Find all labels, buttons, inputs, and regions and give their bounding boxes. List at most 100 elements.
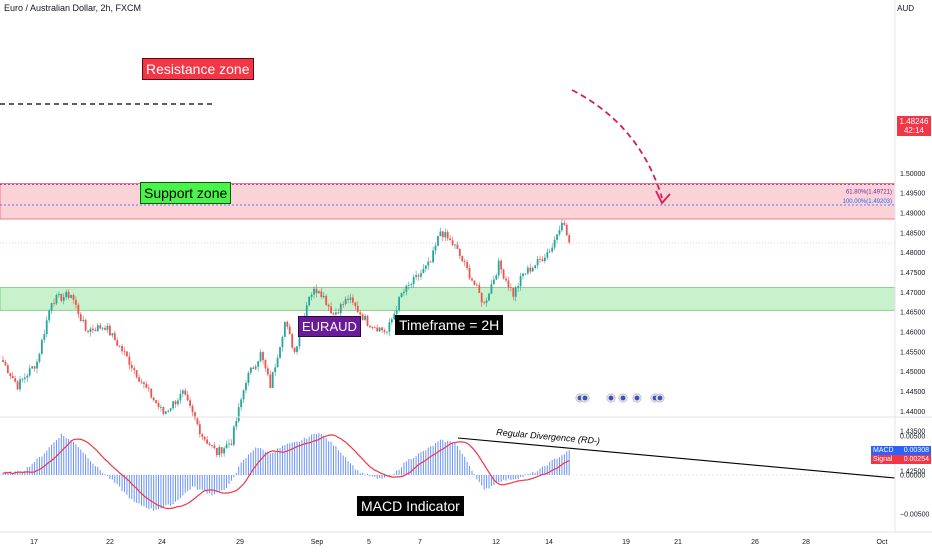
macd-histogram-bar <box>340 452 342 475</box>
time-tick-label: 19 <box>622 539 630 546</box>
price-candle <box>395 305 398 317</box>
price-candle <box>293 347 296 355</box>
price-candle <box>315 284 318 298</box>
macd-histogram-bar <box>194 475 196 487</box>
price-candle <box>72 293 75 305</box>
price-candle <box>327 303 330 311</box>
price-candle <box>568 232 571 245</box>
macd-histogram-bar <box>318 433 320 475</box>
event-icon <box>618 393 628 403</box>
macd-histogram-bar <box>119 475 121 487</box>
price-candle <box>526 264 529 276</box>
price-candle <box>92 324 94 333</box>
macd-histogram-bar <box>461 453 463 475</box>
macd-histogram-bar <box>520 475 522 477</box>
macd-histogram-bar <box>184 475 186 493</box>
macd-histogram-bar <box>148 475 150 510</box>
macd-histogram-bar <box>549 461 551 475</box>
macd-histogram-bar <box>279 447 281 475</box>
price-candle <box>417 273 420 281</box>
price-candle <box>412 274 415 288</box>
price-candle <box>87 330 89 334</box>
price-candle <box>177 398 179 407</box>
price-candle <box>150 388 153 399</box>
macd-histogram-bar <box>335 446 337 475</box>
price-candle <box>466 259 469 271</box>
macd-histogram-bar <box>116 475 118 485</box>
macd-histogram-bar <box>75 444 77 475</box>
macd-histogram-bar <box>311 434 313 475</box>
macd-histogram-bar <box>512 475 514 480</box>
price-tick-label: 1.46500 <box>900 310 925 317</box>
time-tick-label: 17 <box>30 539 38 546</box>
macd-histogram-bar <box>128 475 130 499</box>
macd-histogram-bar <box>498 475 500 483</box>
support-zone-label: Support zone <box>140 182 232 204</box>
macd-histogram-bar <box>4 471 6 475</box>
event-icon <box>606 393 616 403</box>
price-candle <box>458 247 461 259</box>
macd-histogram-bar <box>216 475 218 493</box>
price-candle <box>147 384 150 392</box>
price-candle <box>274 363 277 377</box>
price-candle <box>271 371 274 389</box>
macd-histogram-bar <box>245 458 247 475</box>
macd-histogram-bar <box>328 441 330 475</box>
macd-histogram-bar <box>228 475 230 484</box>
price-candle <box>296 346 298 355</box>
price-candle <box>191 403 194 417</box>
price-candle <box>181 388 184 398</box>
price-candle <box>483 300 486 305</box>
price-candle <box>565 222 568 237</box>
time-tick-label: 22 <box>106 539 114 546</box>
macd-histogram-bar <box>427 447 429 475</box>
macd-histogram-bar <box>41 456 43 475</box>
macd-histogram-bar <box>396 470 398 475</box>
macd-histogram-bar <box>9 471 11 475</box>
macd-tick-label: −0.00500 <box>900 512 929 519</box>
macd-histogram-bar <box>381 475 383 479</box>
price-candle <box>444 228 447 242</box>
macd-histogram-bar <box>359 473 361 475</box>
price-candle <box>38 352 41 364</box>
time-tick-label: 28 <box>802 539 810 546</box>
macd-histogram-bar <box>435 442 437 475</box>
macd-histogram-bar <box>347 461 349 475</box>
price-candle <box>524 273 527 276</box>
price-candle <box>517 283 520 292</box>
price-candle <box>230 439 233 446</box>
price-candle <box>308 296 311 307</box>
price-candle <box>152 396 155 402</box>
macd-histogram-bar <box>89 461 91 475</box>
macd-histogram-bar <box>527 473 529 475</box>
macd-histogram-bar <box>230 475 232 481</box>
price-candle <box>475 282 478 287</box>
macd-histogram-bar <box>175 475 177 502</box>
macd-histogram-bar <box>415 456 417 475</box>
price-candle <box>26 373 29 382</box>
price-candle <box>339 302 342 317</box>
price-candle <box>77 302 80 319</box>
macd-histogram-bar <box>277 448 279 475</box>
price-candle <box>502 268 505 280</box>
macd-histogram-bar <box>126 475 128 495</box>
macd-histogram-bar <box>330 441 332 475</box>
macd-histogram-bar <box>490 475 492 487</box>
macd-histogram-bar <box>286 443 288 475</box>
price-candle <box>519 272 522 291</box>
price-candle <box>53 298 55 307</box>
macd-histogram-bar <box>162 475 164 508</box>
price-candle <box>213 442 216 450</box>
macd-tick-label: 0.00500 <box>900 433 925 440</box>
macd-histogram-bar <box>21 472 23 475</box>
macd-histogram-bar <box>243 459 245 475</box>
price-candle <box>305 301 308 318</box>
macd-histogram-bar <box>235 472 237 475</box>
macd-histogram-bar <box>77 447 79 475</box>
macd-histogram-bar <box>141 475 143 506</box>
price-candle <box>388 318 391 337</box>
macd-histogram-bar <box>369 475 371 477</box>
macd-histogram-bar <box>342 455 344 475</box>
